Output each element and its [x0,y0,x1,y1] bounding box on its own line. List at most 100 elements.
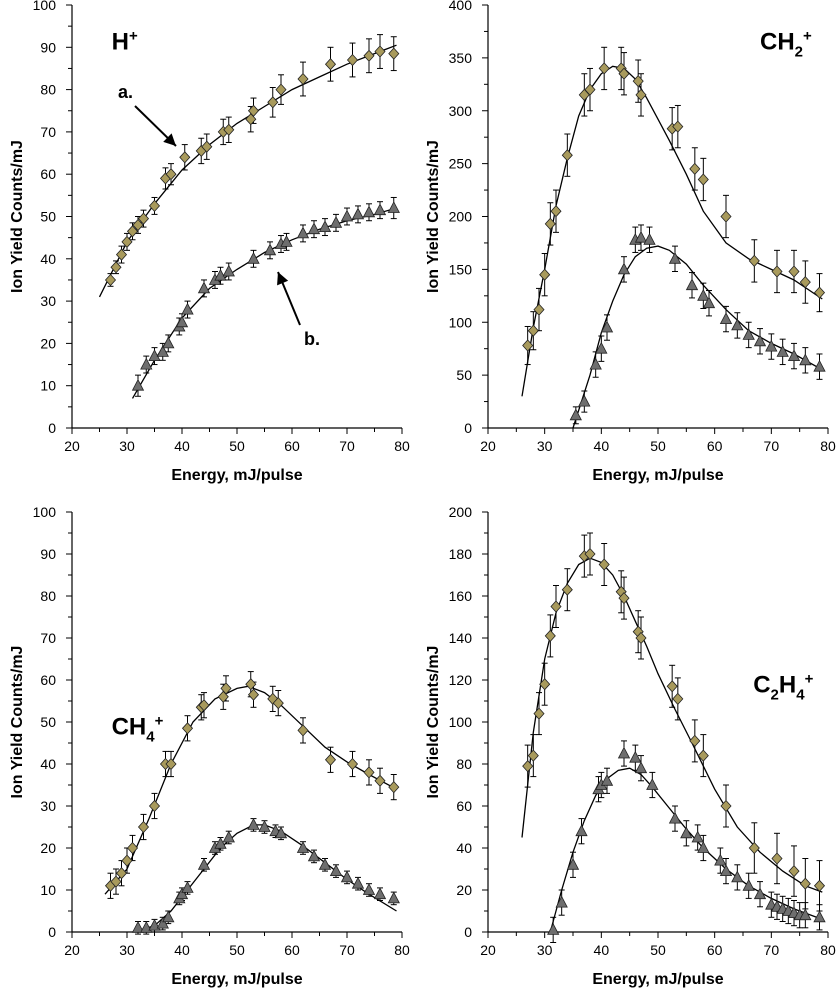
panel-ch4-plus: 20 30 40 50 60 70 80 0 10 20 30 40 50 60 70 80 90 100 Ener… [9,504,410,988]
y-axis-title: Ion Yield Counts/mJ [425,646,442,799]
x-tick-label: 80 [394,942,410,958]
data-point-a [165,168,177,181]
x-tick-label: 60 [284,438,300,454]
panel-c2h4-plus: 20 30 40 50 60 70 80 0 20 40 60 80 100 120 140 160 180 20… [425,504,836,988]
data-point-b [799,353,812,366]
annotation-label-a: a. [118,82,133,102]
data-point-b [813,359,826,372]
x-tick-label: 70 [339,438,355,454]
data-point-a [544,629,556,642]
x-tick-label: 70 [764,942,780,958]
data-point-a [539,678,551,691]
data-point-a [115,867,128,880]
x-tick-label: 80 [394,438,410,454]
data-point-a [561,149,573,162]
data-point-b [280,235,293,247]
data-point-b [569,408,582,421]
annotation-label-b: b. [304,329,320,349]
y-tick-label: 70 [40,124,56,140]
data-point-b [634,761,648,774]
data-point-b [719,312,733,325]
data-point-a [198,699,210,712]
data-point-a [632,75,644,88]
data-point-b [595,341,608,354]
data-point-b [197,857,211,870]
data-point-b [131,920,145,933]
x-tick-label: 20 [64,438,80,454]
y-tick-label: 60 [456,798,472,814]
data-point-b [742,328,755,340]
data-point-b [714,853,727,866]
data-point-a [672,120,684,133]
x-tick-label: 70 [339,942,355,958]
data-point-a [137,212,150,225]
data-point-b [340,870,354,883]
data-point-a [247,104,260,117]
x-tick-label: 30 [537,438,553,454]
data-point-a [533,707,545,720]
data-point-a [121,854,133,867]
data-point-a [799,276,811,289]
data-point-a [697,749,709,762]
x-tick-label: 30 [119,942,135,958]
data-point-b [646,778,659,790]
data-point-b [575,824,588,837]
y-tick-label: 30 [40,798,56,814]
data-point-a [666,680,678,693]
data-point-a [635,631,647,645]
data-point-a [561,583,573,596]
data-point-a [799,877,811,890]
data-point-b [274,826,288,839]
y-tick-label: 20 [456,882,472,898]
data-point-b [351,207,365,220]
data-point-a [148,799,161,813]
panel-ch2-plus: 20 30 40 50 60 70 80 0 50 100 150 200 250 300 350 400 En… [425,0,836,484]
x-tick-label: 30 [119,438,135,454]
data-point-a [720,799,732,813]
x-tick-label: 50 [650,942,666,958]
data-point-a [110,261,122,274]
data-point-b [197,281,211,294]
data-point-a [223,123,235,136]
data-point-b [362,205,376,218]
y-tick-label: 100 [449,714,473,730]
data-point-a [363,49,375,62]
data-point-b [351,876,365,889]
data-point-b [731,870,744,883]
y-tick-label: 30 [40,293,56,309]
fit-curve-b [131,207,397,399]
data-point-b [162,336,175,349]
data-point-a [272,697,284,710]
data-point-b [753,334,767,347]
y-tick-label: 100 [33,0,57,13]
y-tick-label: 0 [464,420,472,436]
data-point-a [598,62,610,75]
x-tick-label: 20 [480,438,496,454]
x-axis-title: Energy, mJ/pulse [171,971,302,988]
y-tick-label: 20 [40,840,56,856]
y-tick-label: 90 [40,39,56,55]
data-point-b [629,750,642,763]
data-point-a [110,875,122,888]
x-axis-title: Energy, mJ/pulse [592,971,723,988]
data-point-a [544,217,556,230]
data-point-b [340,209,354,222]
annotation-arrow-head [277,272,289,286]
data-point-a [672,692,684,705]
x-tick-label: 70 [764,438,780,454]
data-point-b [776,345,789,357]
data-point-b [307,849,321,862]
x-tick-label: 50 [650,438,666,454]
data-point-a [689,734,701,747]
panel-ion-label: CH2​+​ [760,27,812,60]
data-point-b [329,864,343,876]
y-tick-label: 250 [449,156,473,172]
data-point-a [115,248,128,261]
data-point-a [771,265,783,278]
y-tick-label: 80 [40,82,56,98]
data-point-b [617,262,631,275]
data-point-a [346,53,359,67]
x-axis-title: Energy, mJ/pulse [592,467,723,484]
y-tick-label: 100 [449,314,473,330]
